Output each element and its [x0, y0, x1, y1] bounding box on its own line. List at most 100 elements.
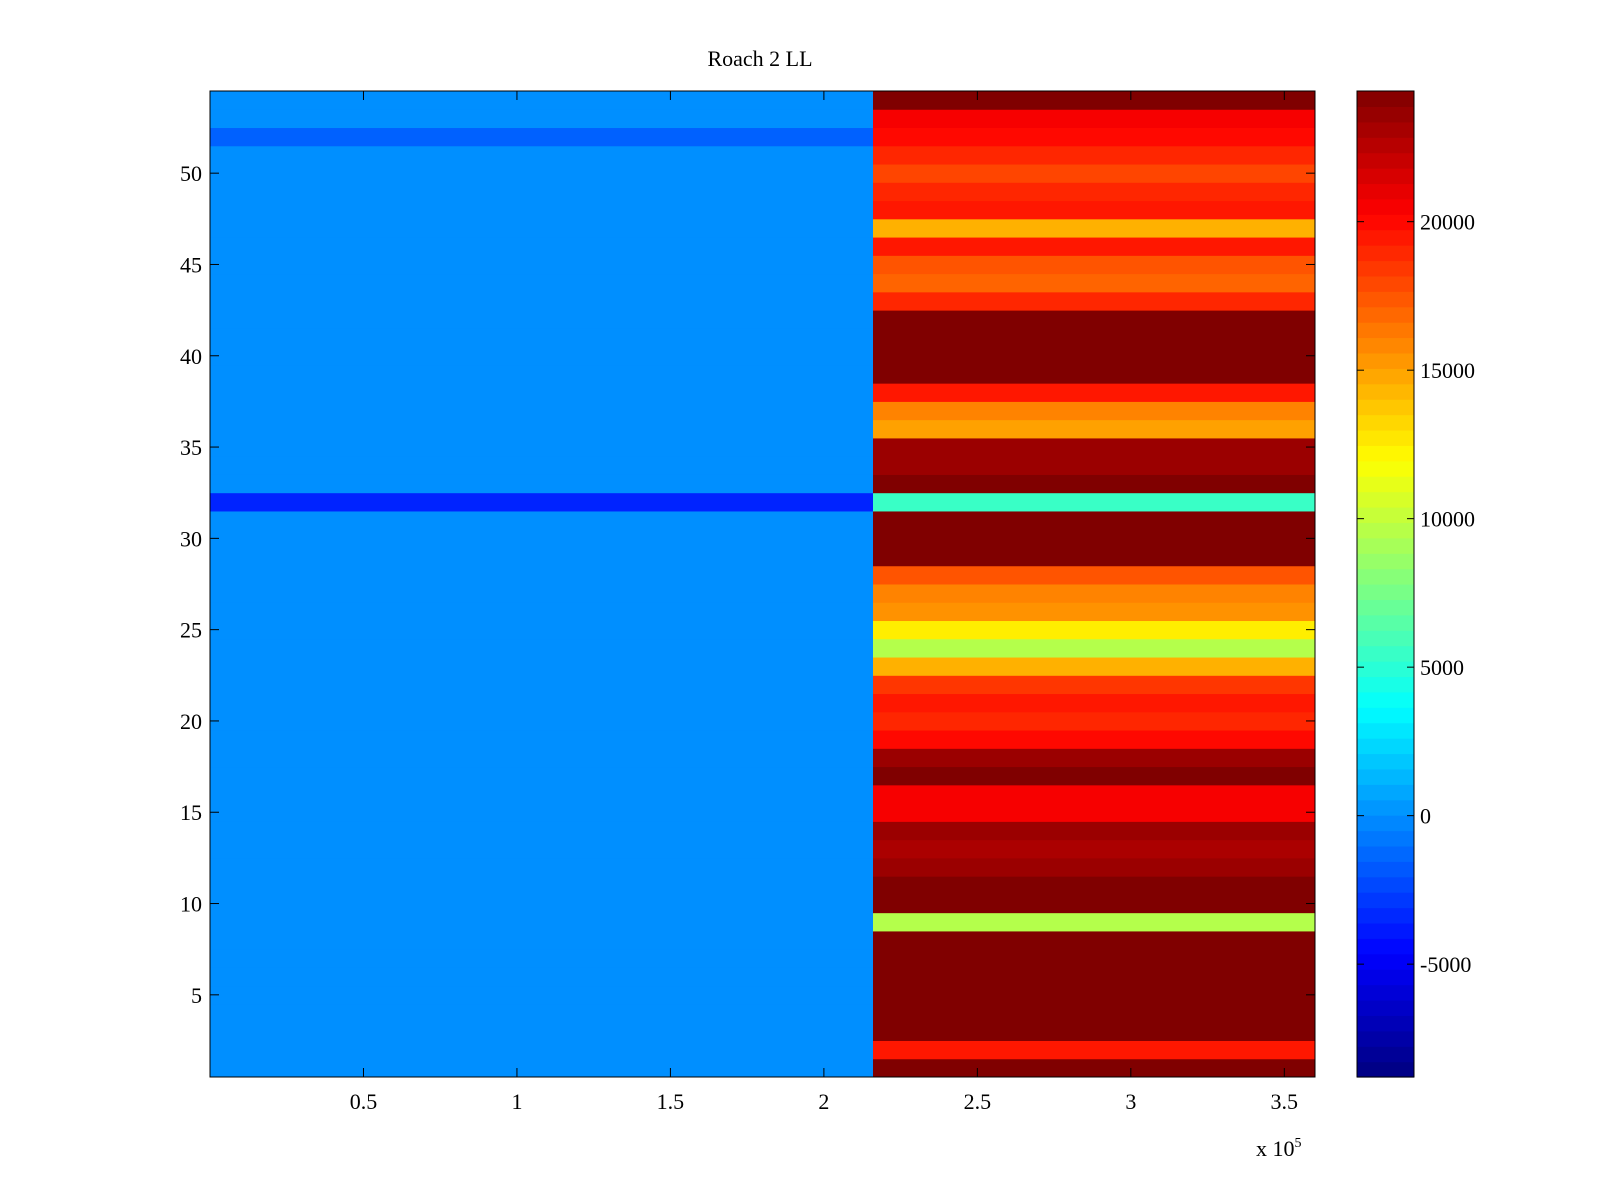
colorbar-segment [1357, 630, 1414, 647]
colorbar-segment [1357, 168, 1414, 185]
heatmap-cell [210, 218, 873, 238]
colorbar-segment [1357, 152, 1414, 169]
heatmap-cell [210, 182, 873, 202]
colorbar-segment [1357, 614, 1414, 631]
heatmap-cell [873, 328, 1315, 348]
y-tick-label: 50 [180, 161, 202, 186]
heatmap-cell [873, 602, 1315, 622]
colorbar-segment [1357, 722, 1414, 739]
heatmap-cell [210, 857, 873, 877]
heatmap-cell [873, 310, 1315, 329]
heatmap-cell [210, 693, 873, 713]
colorbar [1357, 91, 1414, 1078]
colorbar-tick-label: 0 [1420, 804, 1431, 829]
colorbar-tick-label: 15000 [1420, 358, 1475, 383]
heatmap-cell [210, 328, 873, 348]
colorbar-segment [1357, 953, 1414, 970]
y-tick-label: 20 [180, 709, 202, 734]
heatmap-cell [210, 638, 873, 658]
x-tick-label: 2 [818, 1089, 829, 1114]
heatmap-cell [873, 839, 1315, 859]
heatmap-cell [210, 346, 873, 366]
colorbar-segment [1357, 1046, 1414, 1063]
y-tick-label: 35 [180, 435, 202, 460]
y-tick-label: 15 [180, 800, 202, 825]
heatmap-cell [873, 164, 1315, 183]
colorbar-segment [1357, 799, 1414, 816]
heatmap-cell [873, 821, 1315, 841]
heatmap-cell [873, 383, 1315, 402]
heatmap-cell [873, 547, 1315, 567]
heatmap-cell [210, 437, 873, 457]
heatmap-cell [210, 766, 873, 786]
colorbar-segment [1357, 368, 1414, 385]
heatmap-cell [873, 894, 1315, 914]
colorbar-tick-label: 20000 [1420, 210, 1475, 235]
colorbar-frame [1356, 90, 1415, 1078]
heatmap-cell [210, 1003, 873, 1023]
heatmap-cell [873, 693, 1315, 713]
x-multiplier-exponent: 5 [1295, 1136, 1302, 1151]
heatmap-cell [873, 857, 1315, 877]
heatmap-cell [210, 748, 873, 768]
colorbar-segment [1357, 183, 1414, 200]
colorbar-segment [1357, 568, 1414, 585]
x-tick-label: 0.5 [350, 1089, 378, 1114]
heatmap-cell [873, 492, 1315, 512]
heatmap-cell [210, 602, 873, 622]
heatmap-cell [210, 949, 873, 968]
x-tick-label: 3 [1125, 1089, 1136, 1114]
colorbar-segment [1357, 584, 1414, 601]
heatmap-cell [873, 346, 1315, 366]
heatmap-cell [210, 565, 873, 585]
heatmap-cell [210, 291, 873, 311]
heatmap-cell [210, 912, 873, 932]
colorbar-segment [1357, 414, 1414, 431]
colorbar-segment [1357, 522, 1414, 539]
heatmap-cell [210, 310, 873, 329]
heatmap-cell [210, 730, 873, 749]
heatmap-cell [210, 803, 873, 822]
heatmap-cell [210, 419, 873, 439]
heatmap-cell [873, 91, 1315, 110]
heatmap-cell [210, 200, 873, 220]
y-tick-label: 40 [180, 344, 202, 369]
heatmap-cell [210, 456, 873, 475]
colorbar-segment [1357, 876, 1414, 893]
heatmap-cell [210, 145, 873, 165]
colorbar-segment [1357, 907, 1414, 924]
heatmap-cell [210, 784, 873, 804]
heatmap-cell [873, 949, 1315, 968]
colorbar-segment [1357, 91, 1414, 108]
colorbar-segment [1357, 306, 1414, 323]
plot-frame [209, 90, 1316, 1078]
heatmap-cell [210, 930, 873, 950]
heatmap-cell [873, 638, 1315, 658]
heatmap-cell [873, 711, 1315, 731]
heatmap [210, 91, 1315, 1078]
heatmap-cell [873, 1003, 1315, 1023]
heatmap-cell [873, 237, 1315, 256]
heatmap-cell [210, 492, 873, 512]
heatmap-cell [873, 565, 1315, 585]
heatmap-cell [210, 364, 873, 384]
colorbar-segment [1357, 106, 1414, 123]
colorbar-axis: -5000 0 5000 10000 15000 20000 [1357, 210, 1475, 977]
heatmap-cell [873, 584, 1315, 603]
heatmap-cell [210, 474, 873, 494]
colorbar-segment [1357, 198, 1414, 215]
colorbar-segment [1357, 229, 1414, 246]
colorbar-segment [1357, 661, 1414, 678]
colorbar-segment [1357, 707, 1414, 724]
colorbar-tick-label: -5000 [1420, 952, 1471, 977]
heatmap-cell [873, 803, 1315, 822]
colorbar-tick-label: 5000 [1420, 655, 1464, 680]
heatmap-cell [210, 675, 873, 695]
heatmap-cell [873, 1040, 1315, 1060]
colorbar-segment [1357, 691, 1414, 708]
colorbar-segment [1357, 214, 1414, 231]
colorbar-segment [1357, 784, 1414, 801]
colorbar-segment [1357, 383, 1414, 400]
colorbar-segment [1357, 938, 1414, 955]
x-multiplier-label: x 105 [1256, 1136, 1302, 1161]
